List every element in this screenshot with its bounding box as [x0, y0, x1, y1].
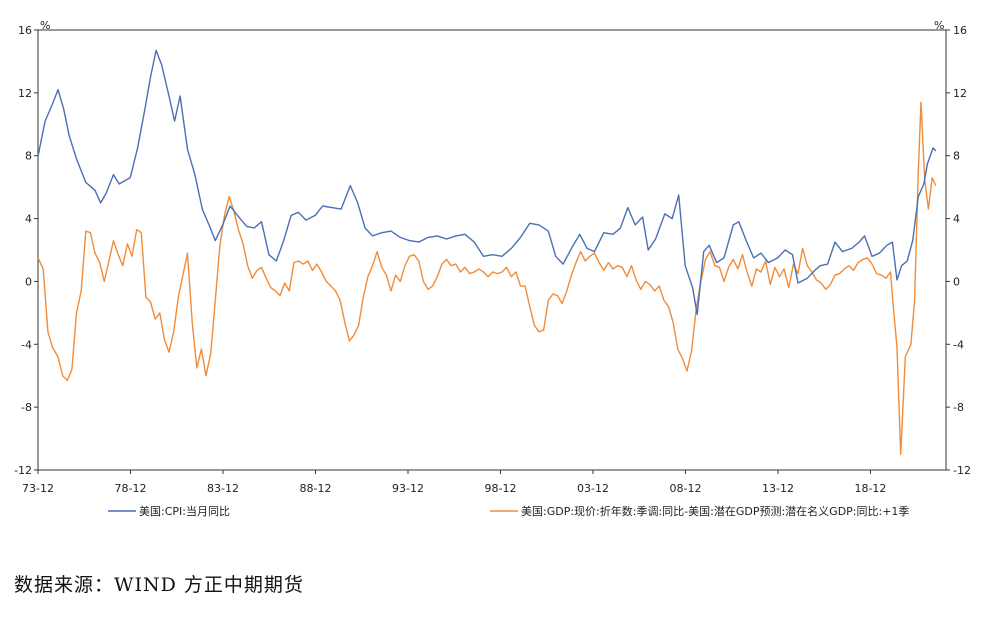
series-layer	[37, 49, 937, 455]
left-axis-unit: %	[40, 19, 50, 32]
x-tick-label: 93-12	[392, 482, 424, 495]
chart-axes: -12 -12 -8 -8 -4 -4 0 0 4 4 8 8 12 12 16 16% % 73-12 78-12…	[14, 19, 971, 495]
y-tick-left-label: -8	[21, 401, 32, 414]
y-tick-left-label: 12	[18, 87, 32, 100]
x-tick-label: 73-12	[22, 482, 54, 495]
right-axis-unit: %	[934, 19, 944, 32]
x-tick-label: 03-12	[577, 482, 609, 495]
y-tick-left-label: 8	[25, 150, 32, 163]
chart-frame	[37, 29, 947, 471]
x-tick-label: 08-12	[669, 482, 701, 495]
y-tick-left-label: -12	[14, 464, 32, 477]
source-note: 数据来源：WIND 方正中期期货	[14, 574, 304, 596]
x-tick-label: 83-12	[207, 482, 239, 495]
y-tick-left-label: 0	[25, 275, 32, 288]
series-line-gdp-gap	[37, 101, 937, 455]
x-tick-label: 78-12	[115, 482, 147, 495]
x-tick-label: 18-12	[854, 482, 886, 495]
x-tick-label: 98-12	[484, 482, 516, 495]
y-tick-right-label: 0	[953, 275, 960, 288]
y-tick-left-label: -4	[21, 338, 32, 351]
legend: 美国:CPI:当月同比 美国:GDP:现价:折年数:季调:同比-美国:潜在GDP…	[108, 504, 909, 518]
y-tick-right-label: -12	[953, 464, 971, 477]
chart: -12 -12 -8 -8 -4 -4 0 0 4 4 8 8 12 12 16 16% % 73-12 78-12…	[14, 19, 971, 518]
y-tick-right-label: 16	[953, 24, 967, 37]
x-tick-label: 88-12	[300, 482, 332, 495]
plot-frame	[37, 29, 947, 471]
y-tick-left-label: 4	[25, 213, 32, 226]
legend-label-gdp-gap: 美国:GDP:现价:折年数:季调:同比-美国:潜在GDP预测:潜在名义GDP:同…	[521, 504, 909, 518]
y-tick-right-label: -4	[953, 338, 964, 351]
y-tick-right-label: 4	[953, 213, 960, 226]
y-tick-right-label: -8	[953, 401, 964, 414]
y-tick-right-label: 8	[953, 150, 960, 163]
x-tick-label: 13-12	[762, 482, 794, 495]
legend-label-cpi: 美国:CPI:当月同比	[139, 504, 230, 518]
y-tick-right-label: 12	[953, 87, 967, 100]
y-tick-left-label: 16	[18, 24, 32, 37]
series-line-cpi	[37, 49, 937, 316]
